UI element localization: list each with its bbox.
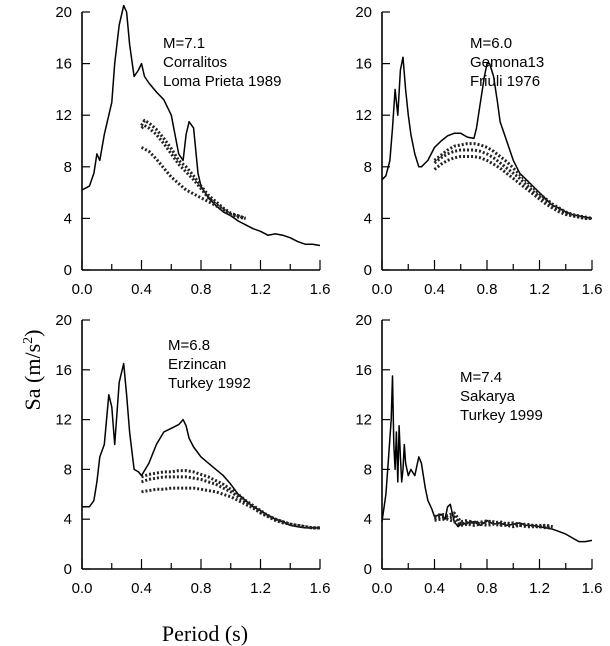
x-tick-label: 0.0 (372, 580, 393, 597)
x-tick-label: 0.8 (191, 580, 212, 597)
series-line-1 (81, 4, 321, 247)
x-tick-label: 1.6 (582, 281, 603, 298)
x-tick-label: 1.2 (250, 281, 271, 298)
series-line-2 (141, 469, 320, 530)
x-tick-label: 1.6 (310, 580, 331, 597)
series-line-4 (433, 155, 592, 220)
y-tick-label: 20 (355, 4, 372, 21)
y-axis-label-close: ) (20, 330, 45, 337)
x-axis-label: Period (s) (162, 621, 248, 646)
y-tick-label: 0 (364, 561, 372, 578)
series-line-3 (433, 148, 592, 220)
y-tick-label: 20 (355, 312, 372, 329)
series-line-4 (140, 146, 246, 220)
panel-annotation-line: M=7.1 (163, 35, 205, 52)
y-tick-label: 12 (355, 412, 372, 429)
panel-annotation-line: Turkey 1999 (460, 407, 543, 424)
x-tick-label: 0.8 (477, 580, 498, 597)
x-tick-label: 0.4 (424, 281, 445, 298)
panel-annotation-line: M=6.8 (168, 337, 210, 354)
x-tick-label: 1.6 (310, 281, 331, 298)
chart-panel-4: 0.0 0.4 0.8 1.2 1.6 0 4 8 12 16 20 M=7.4 Sakarya Turk… (355, 312, 602, 597)
chart-panel-1: 0.0 0.4 0.8 1.2 1.6 0 4 8 12 16 20 M=7.1 Corralitos L… (55, 4, 330, 298)
panel-annotation-line: Friuli 1976 (470, 73, 540, 90)
x-tick-label: 0.0 (72, 281, 93, 298)
y-tick-label: 4 (364, 511, 372, 528)
panel-annotation-line: Loma Prieta 1989 (163, 73, 281, 90)
series-line-2 (433, 142, 593, 220)
panel-annotation-line: Sakarya (460, 388, 516, 405)
chart-panel-3: 0.0 0.4 0.8 1.2 1.6 0 4 8 12 16 20 M=6.8 Erzincan Tur… (55, 312, 330, 597)
x-tick-label: 1.2 (250, 580, 271, 597)
x-tick-label: 0.4 (424, 580, 445, 597)
y-tick-label: 8 (64, 159, 72, 176)
y-tick-label: 16 (355, 56, 372, 73)
panel-annotation-line: Erzincan (168, 356, 226, 373)
y-tick-label: 16 (55, 362, 72, 379)
y-tick-label: 4 (64, 210, 72, 227)
y-axis-label: Sa (m/s2) (20, 330, 45, 411)
y-tick-label: 20 (55, 312, 72, 329)
series-line-3 (140, 124, 247, 220)
x-tick-label: 1.6 (582, 580, 603, 597)
y-tick-label: 8 (364, 159, 372, 176)
series-line-2 (140, 118, 247, 220)
y-tick-label: 8 (364, 461, 372, 478)
panel-annotation-line: M=7.4 (460, 369, 502, 386)
y-tick-label: 8 (64, 461, 72, 478)
y-tick-label: 0 (64, 262, 72, 279)
panel-annotation-line: Gemona13 (470, 54, 544, 71)
panel-annotation-line: M=6.0 (470, 35, 512, 52)
x-tick-label: 0.4 (131, 281, 152, 298)
y-tick-label: 16 (55, 56, 72, 73)
y-tick-label: 12 (355, 107, 372, 124)
x-tick-label: 1.2 (529, 281, 550, 298)
y-tick-label: 0 (64, 561, 72, 578)
y-tick-label: 4 (64, 511, 72, 528)
chart-panel-2: 0.0 0.4 0.8 1.2 1.6 0 4 8 12 16 20 M=6.0 Gemona13 Fri… (355, 4, 602, 298)
y-tick-label: 16 (355, 362, 372, 379)
y-tick-label: 12 (55, 107, 72, 124)
x-tick-label: 0.4 (131, 580, 152, 597)
x-tick-label: 0.0 (72, 580, 93, 597)
y-tick-label: 12 (55, 412, 72, 429)
x-tick-label: 0.8 (191, 281, 212, 298)
x-tick-label: 0.8 (477, 281, 498, 298)
y-axis-label-superscript: 2 (21, 337, 36, 344)
series-line-1 (381, 56, 593, 220)
y-tick-label: 20 (55, 4, 72, 21)
y-tick-label: 4 (364, 210, 372, 227)
series-line-4 (141, 486, 320, 530)
y-tick-label: 0 (364, 262, 372, 279)
x-tick-label: 0.0 (372, 281, 393, 298)
panel-annotation-line: Turkey 1992 (168, 375, 251, 392)
x-tick-label: 1.2 (529, 580, 550, 597)
panel-annotation-line: Corralitos (163, 54, 227, 71)
series-line-4 (434, 517, 553, 530)
